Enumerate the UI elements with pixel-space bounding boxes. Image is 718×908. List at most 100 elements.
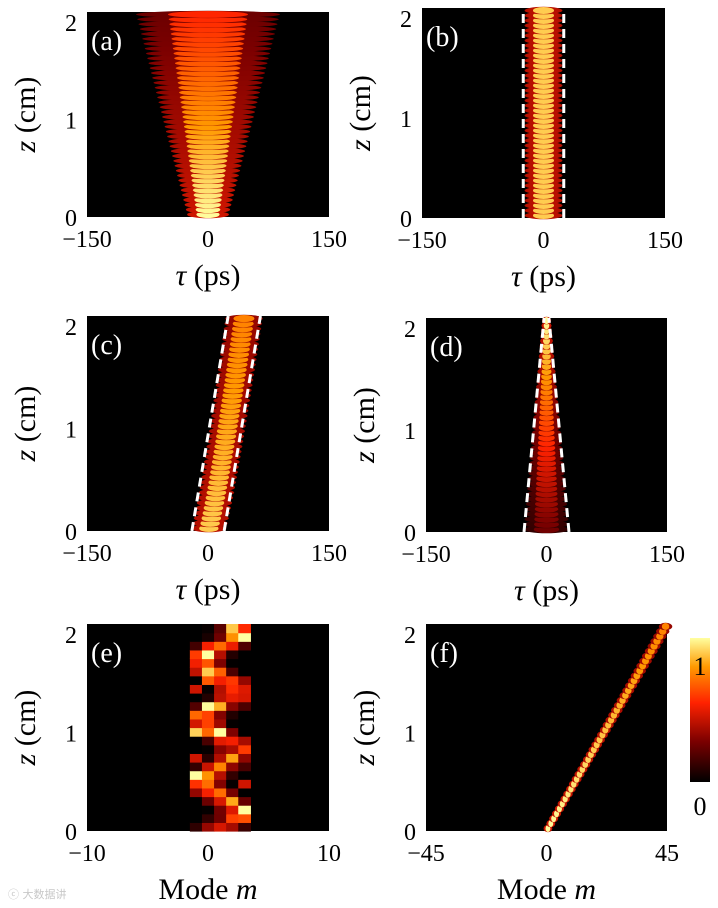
heatmap-cell [201, 701, 215, 711]
heatmap-cell [214, 787, 227, 798]
x-axis-label: τ (ps) [176, 573, 241, 606]
heatmap-cell [238, 649, 251, 660]
panel-label: (a) [91, 26, 122, 57]
watermark: ⓒ 大数据讲 [8, 888, 67, 901]
heatmap-cell [226, 762, 239, 772]
heatmap-cell [201, 718, 215, 729]
heatmap-cell [214, 727, 227, 737]
x-tick-label: 150 [311, 541, 347, 567]
panel-label: (c) [91, 330, 122, 361]
heatmap-cells [136, 10, 280, 219]
heatmap-cell [238, 736, 251, 746]
heatmap-cell [238, 658, 251, 668]
heatmap-cell [189, 736, 203, 746]
x-tick-label: −10 [68, 841, 106, 867]
heatmap-cell [214, 684, 227, 694]
heatmap-cell [226, 624, 239, 634]
heatmap-cell [201, 796, 215, 806]
y-tick-label: 2 [400, 7, 412, 33]
heatmap-cell [226, 710, 239, 720]
heatmap-cell [226, 727, 239, 737]
heatmap-cell [201, 675, 215, 685]
x-tick-label: 150 [311, 227, 347, 253]
y-axis-label: z (cm) [348, 690, 381, 767]
heatmap-cells [524, 6, 563, 220]
x-axis-label: τ (ps) [176, 259, 241, 292]
heatmap-cell [189, 779, 203, 789]
heatmap-cell [189, 753, 203, 763]
heatmap-cell [238, 805, 251, 815]
y-axis-label: z (cm) [9, 386, 42, 463]
y-tick-label: 0 [404, 521, 416, 547]
y-tick-label: 0 [65, 820, 77, 846]
heatmap-cell [189, 813, 203, 823]
y-axis-label: z (cm) [9, 77, 42, 154]
y-tick-label: 1 [65, 721, 77, 747]
y-tick-label: 0 [404, 820, 416, 846]
colorbar: 1 0 [690, 638, 710, 821]
heatmap-cell [214, 710, 227, 720]
heatmap-cell [238, 744, 251, 754]
heatmap-cell [238, 813, 251, 823]
heatmap-cell [214, 649, 227, 660]
heatmap-cells [191, 314, 263, 533]
x-tick-label: −150 [401, 542, 451, 568]
y-tick-label: 2 [65, 623, 77, 649]
heatmap-cell [201, 641, 215, 651]
heatmap-cell [238, 701, 251, 711]
heatmap-cells [189, 624, 251, 832]
heatmap-cell [189, 684, 203, 694]
heatmap-cell [201, 693, 215, 703]
heatmap-cell [214, 744, 227, 754]
x-tick-label: −150 [62, 227, 112, 253]
colorbar-tick-max: 1 [694, 652, 707, 681]
heatmap-cell [214, 813, 227, 823]
heatmap-cell [238, 667, 251, 677]
heatmap-cell [226, 684, 239, 694]
heatmap-cell [214, 718, 227, 729]
y-axis-label: z (cm) [348, 387, 381, 464]
y-tick-label: 1 [65, 418, 77, 444]
x-tick-label: 0 [202, 227, 214, 253]
y-axis-label: z (cm) [344, 75, 377, 152]
heatmap-cell [238, 675, 251, 685]
y-tick-label: 1 [400, 107, 412, 133]
heatmap-cell [214, 753, 227, 763]
heatmap-cell [238, 770, 251, 780]
x-tick-label: 150 [649, 542, 685, 568]
x-axis-label: Mode m [158, 873, 257, 906]
heatmap-cell [226, 658, 239, 668]
heatmap-cell [214, 641, 227, 651]
x-tick-label: 0 [202, 541, 214, 567]
heatmap-cell [189, 762, 203, 772]
colorbar-gradient [690, 638, 710, 782]
heatmap-cell [226, 718, 239, 729]
y-tick-label: 1 [404, 419, 416, 445]
heatmap-cell [201, 753, 215, 763]
heatmap-cell [201, 770, 215, 780]
heatmap-cell [233, 314, 255, 323]
x-tick-label: 0 [541, 841, 553, 867]
x-tick-label: −45 [407, 841, 445, 867]
heatmap-cell [201, 779, 215, 789]
heatmap-cell [238, 624, 251, 634]
heatmap-cell [238, 684, 251, 694]
heatmap-cell [214, 770, 227, 780]
heatmap-cell [226, 736, 239, 746]
y-axis-label: z (cm) [9, 690, 42, 767]
heatmap-cell [189, 667, 203, 677]
heatmap-cell [214, 762, 227, 772]
heatmap-cell [214, 736, 227, 746]
heatmap-cell [214, 632, 227, 642]
x-tick-label: 150 [647, 228, 683, 254]
y-tick-label: 0 [65, 206, 77, 232]
x-tick-label: 0 [538, 228, 550, 254]
heatmap-cell [238, 822, 251, 832]
heatmap-cell [214, 805, 227, 815]
x-axis-label: τ (ps) [511, 260, 576, 293]
heatmap-cell [189, 718, 203, 729]
